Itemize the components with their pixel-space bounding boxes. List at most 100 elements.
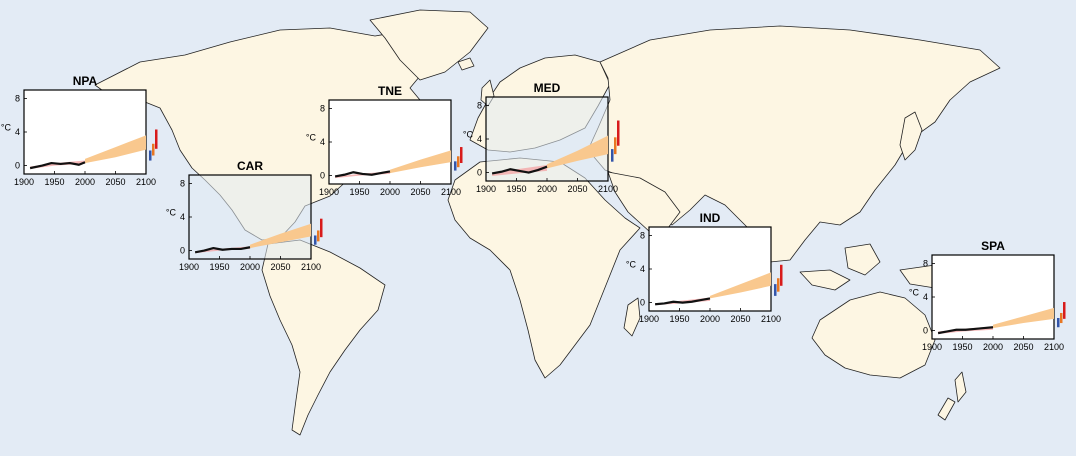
observed-line	[937, 326, 994, 335]
y-axis-label: °C	[626, 259, 637, 269]
y-tick-label: 4	[923, 292, 928, 302]
y-tick-label: 0	[477, 168, 482, 178]
observed-line	[194, 246, 251, 254]
range-bar-mid	[1060, 312, 1063, 324]
x-tick-label: 2100	[136, 177, 156, 187]
x-tick-label: 2050	[1013, 342, 1033, 352]
region-panel-tne: TNE 0 4 8 °C 1900 1950 2000 2050 2100	[305, 80, 475, 203]
range-bar-high	[460, 147, 463, 163]
y-tick-label: 8	[320, 103, 325, 113]
projection-band	[85, 135, 146, 164]
x-tick-label: 1950	[952, 342, 972, 352]
australia-landmass	[811, 291, 936, 379]
greenland-landmass	[369, 9, 489, 81]
projection-band	[250, 223, 311, 249]
observed-line	[334, 170, 391, 178]
observed-line	[654, 297, 711, 306]
region-chart-spa: SPA 0 4 8 °C 1900 1950 2000 2050 2100	[909, 239, 1066, 352]
x-tick-label: 1950	[669, 314, 689, 324]
x-tick-label: 2050	[730, 314, 750, 324]
south-america-landmass	[261, 239, 386, 436]
chart-title: SPA	[981, 239, 1005, 253]
range-bar-low	[314, 235, 317, 245]
x-tick-label: 2000	[240, 262, 260, 272]
x-tick-label: 2100	[301, 262, 321, 272]
y-tick-label: 0	[320, 171, 325, 181]
y-tick-label: 8	[640, 230, 645, 240]
y-tick-label: 4	[180, 212, 185, 222]
y-tick-label: 4	[15, 127, 20, 137]
y-tick-label: 0	[923, 326, 928, 336]
x-tick-label: 2100	[761, 314, 781, 324]
range-bar-mid	[457, 156, 460, 168]
range-bar-mid	[614, 137, 617, 155]
x-tick-label: 2000	[700, 314, 720, 324]
x-tick-label: 2050	[410, 187, 430, 197]
y-tick-label: 0	[15, 161, 20, 171]
range-bar-low	[1057, 318, 1060, 328]
x-tick-label: 2000	[75, 177, 95, 187]
range-bar-low	[611, 149, 614, 162]
observed-line	[29, 161, 86, 170]
observed-line	[491, 165, 548, 175]
x-tick-label: 2100	[598, 184, 618, 194]
x-tick-label: 1900	[476, 184, 496, 194]
projection-band	[390, 150, 451, 174]
y-tick-label: 4	[640, 264, 645, 274]
y-axis-label: °C	[909, 287, 920, 297]
new-zealand-south-landmass	[937, 397, 956, 421]
range-bar-high	[617, 120, 620, 146]
range-bar-high	[780, 264, 783, 286]
region-panel-spa: SPA 0 4 8 °C 1900 1950 2000 2050 2100	[908, 235, 1076, 358]
y-tick-label: 8	[180, 178, 185, 188]
y-axis-label: °C	[1, 122, 12, 132]
region-chart-npa: NPA 0 4 8 °C 1900 1950 2000 2050 2100	[1, 74, 158, 187]
x-tick-label: 2100	[441, 187, 461, 197]
range-bar-low	[454, 161, 457, 171]
x-tick-label: 1900	[179, 262, 199, 272]
y-tick-label: 4	[320, 137, 325, 147]
range-bar-mid	[317, 230, 320, 242]
region-panel-med: MED 0 4 8 °C 1900 1950 2000 2050 2100	[462, 77, 632, 200]
x-tick-label: 2000	[537, 184, 557, 194]
x-tick-label: 1900	[922, 342, 942, 352]
y-tick-label: 0	[640, 298, 645, 308]
region-panel-ind: IND 0 4 8 °C 1900 1950 2000 2050 2100	[625, 207, 795, 330]
y-axis-label: °C	[306, 132, 317, 142]
range-bar-high	[155, 129, 158, 149]
x-tick-label: 1900	[639, 314, 659, 324]
projection-band	[710, 272, 771, 299]
range-bar-mid	[777, 278, 780, 292]
x-tick-label: 2050	[270, 262, 290, 272]
chart-title: NPA	[73, 74, 98, 88]
region-panel-car: CAR 0 4 8 °C 1900 1950 2000 2050 2100	[165, 155, 335, 278]
x-tick-label: 1950	[44, 177, 64, 187]
range-bar-low	[774, 284, 777, 296]
range-bar-mid	[152, 143, 155, 156]
madagascar-landmass	[623, 297, 641, 337]
y-axis-label: °C	[166, 207, 177, 217]
range-bar-high	[1063, 302, 1066, 319]
region-panel-npa: NPA 0 4 8 °C 1900 1950 2000 2050 2100	[0, 70, 170, 193]
y-tick-label: 4	[477, 134, 482, 144]
projection-band	[547, 135, 608, 169]
x-tick-label: 1950	[349, 187, 369, 197]
x-tick-label: 1900	[319, 187, 339, 197]
north-america-landmass	[94, 27, 441, 241]
y-tick-label: 8	[923, 258, 928, 268]
x-tick-label: 2000	[380, 187, 400, 197]
x-tick-label: 1950	[209, 262, 229, 272]
region-chart-car: CAR 0 4 8 °C 1900 1950 2000 2050 2100	[166, 159, 323, 272]
x-tick-label: 1950	[506, 184, 526, 194]
region-chart-med: MED 0 4 8 °C 1900 1950 2000 2050 2100	[463, 81, 620, 194]
iceland-landmass	[457, 57, 475, 71]
range-bar-high	[320, 218, 323, 238]
chart-title: MED	[534, 81, 561, 95]
chart-title: CAR	[237, 159, 263, 173]
japan-landmass	[899, 111, 923, 161]
indonesia-landmass	[799, 269, 851, 291]
x-tick-label: 1900	[14, 177, 34, 187]
x-tick-label: 2000	[983, 342, 1003, 352]
